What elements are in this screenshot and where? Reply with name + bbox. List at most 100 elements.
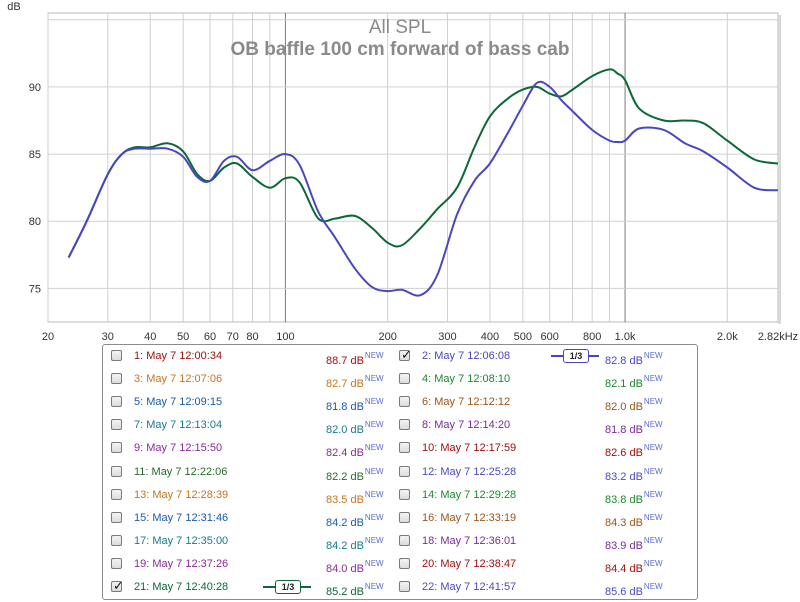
legend-entry-value: 82.0 dBNEW: [326, 420, 384, 437]
legend-entry: 13: May 7 12:28:39 83.5 dBNEW: [111, 485, 399, 506]
legend-checkbox[interactable]: [111, 396, 122, 408]
new-badge: NEW: [643, 535, 663, 545]
x-tick-label: 600: [541, 331, 559, 340]
legend-checkbox[interactable]: [399, 511, 410, 523]
legend-entry: 5: May 7 12:09:15 81.8 dBNEW: [111, 392, 399, 413]
legend-entry-value: 82.4 dBNEW: [326, 443, 384, 460]
legend-entry: 22: May 7 12:41:57 85.6 dBNEW: [399, 577, 687, 598]
plot-shadow: [778, 15, 781, 324]
legend-checkbox[interactable]: [399, 488, 410, 500]
measurement-legend-panel: 1: May 7 12:00:34 88.7 dBNEW 2: May 7 12:0…: [102, 344, 698, 600]
legend-entry-value: 82.2 dBNEW: [326, 466, 384, 483]
new-badge: NEW: [643, 582, 663, 591]
new-badge: NEW: [643, 351, 663, 360]
legend-entry-name: 13: May 7 12:28:39: [134, 488, 229, 501]
legend-checkbox[interactable]: [399, 419, 410, 431]
legend-checkbox[interactable]: [399, 465, 410, 477]
new-badge: NEW: [364, 374, 384, 384]
legend-entry-value: 84.2 dBNEW: [326, 535, 384, 552]
legend-checkbox[interactable]: [111, 442, 122, 454]
legend-entry-value: 83.2 dBNEW: [605, 466, 663, 483]
legend-checkbox[interactable]: [399, 581, 410, 592]
legend-checkbox[interactable]: [111, 577, 124, 597]
new-badge: NEW: [364, 397, 384, 407]
chart-subtitle: OB baffle 100 cm forward of bass cab: [231, 39, 570, 60]
legend-checkbox[interactable]: [399, 346, 412, 366]
legend-entry-name: 10: May 7 12:17:59: [422, 442, 517, 455]
y-tick-label: 85: [29, 149, 41, 161]
legend-checkbox[interactable]: [399, 442, 410, 454]
legend-entry: 20: May 7 12:38:47 84.4 dBNEW: [399, 554, 687, 575]
legend-entry-value: 81.8 dBNEW: [605, 420, 663, 437]
legend-entry-name: 18: May 7 12:36:01: [422, 534, 517, 547]
legend-checkbox[interactable]: [111, 350, 122, 361]
legend-entry-value: 82.8 dBNEW: [605, 351, 663, 367]
legend-entry-name: 14: May 7 12:29:28: [422, 488, 517, 501]
legend-entry-name: 21: May 7 12:40:28: [134, 581, 229, 593]
legend-entry-name: 20: May 7 12:38:47: [422, 557, 517, 570]
x-tick-label: 50: [177, 331, 189, 340]
new-badge: NEW: [643, 466, 663, 476]
legend-checkbox[interactable]: [111, 373, 122, 385]
legend-entry-value: 81.8 dBNEW: [326, 397, 384, 414]
legend-entry: 18: May 7 12:36:01 83.9 dBNEW: [399, 531, 687, 552]
new-badge: NEW: [643, 558, 663, 568]
legend-entry-value: 83.5 dBNEW: [326, 489, 384, 506]
legend-entry-name: 7: May 7 12:13:04: [134, 419, 223, 432]
legend-entry-value: 83.9 dBNEW: [605, 535, 663, 552]
legend-entry-name: 22: May 7 12:41:57: [422, 581, 517, 593]
legend-entry: 1: May 7 12:00:34 88.7 dBNEW: [111, 346, 399, 367]
legend-entry: 15: May 7 12:31:46 84.2 dBNEW: [111, 508, 399, 529]
series-line: [67, 80, 779, 297]
legend-checkbox[interactable]: [111, 419, 122, 431]
legend-entry: 7: May 7 12:13:04 82.0 dBNEW: [111, 415, 399, 436]
x-tick-label: 200: [378, 331, 396, 340]
smoothing-indicator[interactable]: 1/3: [551, 349, 599, 363]
legend-entry: 19: May 7 12:37:26 84.0 dBNEW: [111, 554, 399, 575]
new-badge: NEW: [643, 420, 663, 430]
legend-checkbox[interactable]: [399, 534, 410, 546]
legend-entry-value: 83.8 dBNEW: [605, 489, 663, 506]
legend-checkbox[interactable]: [111, 557, 122, 569]
series-line: [67, 68, 779, 258]
x-tick-label: 70: [227, 331, 239, 340]
legend-entry-name: 3: May 7 12:07:06: [134, 373, 223, 386]
new-badge: NEW: [643, 443, 663, 453]
legend-entry-value: 82.0 dBNEW: [605, 397, 663, 414]
legend-entry-value: 82.6 dBNEW: [605, 443, 663, 460]
legend-entry-value: 84.3 dBNEW: [605, 512, 663, 529]
x-tick-label: 100: [276, 331, 294, 340]
legend-entry-name: 4: May 7 12:08:10: [422, 373, 511, 386]
legend-checkbox[interactable]: [111, 488, 122, 500]
legend-checkbox[interactable]: [111, 534, 122, 546]
smoothing-indicator[interactable]: 1/3: [263, 580, 311, 594]
legend-entry-name: 17: May 7 12:35:00: [134, 534, 229, 547]
x-tick-label: 20: [42, 331, 54, 340]
legend-checkbox[interactable]: [399, 557, 410, 569]
legend-entry-name: 8: May 7 12:14:20: [422, 419, 511, 432]
new-badge: NEW: [643, 512, 663, 522]
legend-checkbox[interactable]: [111, 465, 122, 477]
legend-entry-value: 85.2 dBNEW: [326, 582, 384, 598]
legend-entry-value: 82.7 dBNEW: [326, 374, 384, 391]
legend-checkbox[interactable]: [399, 373, 410, 385]
x-tick-label: 400: [481, 331, 499, 340]
x-tick-label: 300: [438, 331, 456, 340]
y-tick-label: 80: [29, 216, 41, 228]
new-badge: NEW: [364, 443, 384, 453]
legend-entry-value: 84.0 dBNEW: [326, 558, 384, 575]
legend-entry-name: 15: May 7 12:31:46: [134, 511, 229, 524]
legend-entry: 11: May 7 12:22:06 82.2 dBNEW: [111, 462, 399, 483]
new-badge: NEW: [364, 558, 384, 568]
new-badge: NEW: [364, 535, 384, 545]
x-tick-label: 2.0k: [717, 331, 738, 340]
x-tick-label: 500: [514, 331, 532, 340]
legend-checkbox[interactable]: [399, 396, 410, 408]
x-tick-label: 30: [102, 331, 114, 340]
legend-checkbox[interactable]: [111, 511, 122, 523]
new-badge: NEW: [643, 397, 663, 407]
legend-entry-value: 84.2 dBNEW: [326, 512, 384, 529]
new-badge: NEW: [364, 489, 384, 499]
spl-chart: dB 20 30 40 50 60 70 80 100 200 300 400 500 600 800 1.…: [7, 1, 798, 340]
legend-entry: 4: May 7 12:08:10 82.1 dBNEW: [399, 369, 687, 390]
